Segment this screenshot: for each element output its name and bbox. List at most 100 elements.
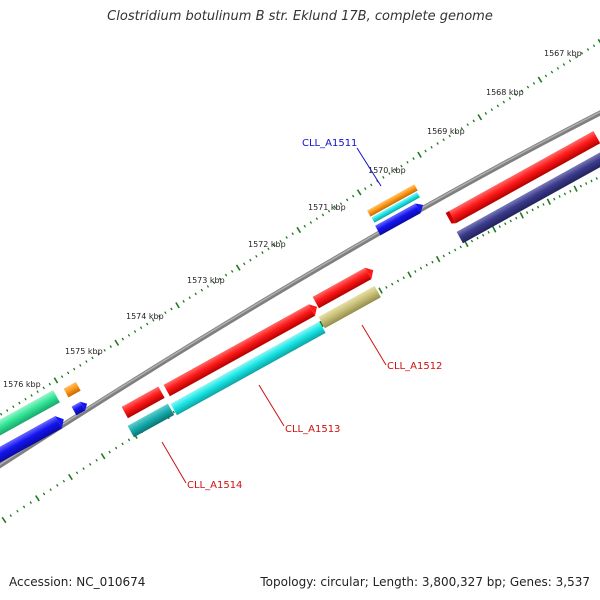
accession-text: Accession: NC_010674 [9, 575, 146, 589]
outer-ring-minor-tick [520, 89, 524, 93]
feature-red-upper-mid[interactable] [312, 265, 377, 309]
outer-ring-minor-tick [544, 74, 548, 78]
inner-ring-minor-tick [585, 182, 588, 185]
leader-cll-a1512 [361, 324, 387, 366]
inner-ring-minor-tick [526, 211, 529, 214]
feature-blue-small[interactable] [71, 399, 90, 416]
outer-ring-minor-tick [285, 236, 288, 239]
outer-ring-minor-tick [230, 269, 234, 273]
inner-ring-minor-tick [42, 492, 46, 496]
inner-ring-minor-tick [531, 208, 534, 212]
outer-ring-minor-tick [580, 51, 584, 55]
inner-ring-minor-tick [590, 179, 593, 183]
outer-ring-minor-tick [18, 401, 21, 405]
outer-ring-minor-tick [526, 85, 530, 89]
inner-ring-minor-tick [579, 184, 582, 188]
outer-ring-minor-tick [91, 356, 94, 360]
outer-ring-minor-tick [0, 412, 3, 416]
outer-ring-minor-tick [532, 81, 536, 85]
genome-summary-text: Topology: circular; Length: 3,800,327 bp… [260, 575, 590, 589]
outer-ring-minor-tick [194, 292, 197, 296]
tick-label-1576: 1576 kbp [3, 380, 41, 389]
outer-ring-minor-tick [158, 315, 161, 318]
outer-ring-minor-tick [182, 300, 185, 303]
leader-cll-a1513 [258, 384, 285, 427]
outer-ring-minor-tick [6, 409, 9, 412]
inner-ring-major-tick [435, 255, 441, 263]
inner-ring-minor-tick [509, 219, 512, 223]
tick-label-1568: 1568 kbp [486, 88, 524, 97]
scale-tick-labels: 1567 kbp 1568 kbp 1569 kbp 1570 kbp 1571… [3, 49, 582, 389]
inner-ring-minor-tick [114, 446, 118, 450]
outer-ring-minor-tick [339, 202, 343, 206]
inner-ring-minor-tick [563, 192, 567, 196]
outer-ring-minor-tick [327, 209, 331, 213]
outer-ring-minor-tick [424, 149, 427, 153]
gene-label-cll-a1512[interactable]: CLL_A1512 [387, 361, 442, 372]
feature-blue-left[interactable] [0, 413, 67, 464]
outer-ring-minor-tick [97, 352, 100, 356]
inner-ring-minor-tick [419, 266, 423, 270]
feature-khaki[interactable] [318, 285, 381, 329]
genome-backbone [0, 110, 600, 469]
outer-ring-major-tick [537, 76, 543, 83]
outer-ring-minor-tick [448, 134, 451, 138]
outer-ring-major-tick [597, 38, 600, 44]
inner-ring-minor-tick [56, 484, 59, 487]
feature-blue-top[interactable] [375, 201, 426, 236]
outer-ring-major-tick [417, 151, 422, 158]
inner-ring-minor-tick [595, 177, 598, 180]
leader-cll-a1514 [161, 441, 187, 484]
outer-ring-minor-tick [388, 172, 391, 175]
outer-ring-minor-tick [267, 247, 270, 251]
feature-red-left[interactable] [121, 386, 165, 419]
outer-ring-minor-tick [170, 307, 173, 311]
outer-ring-minor-tick [333, 206, 337, 209]
feature-red-long[interactable] [163, 301, 321, 397]
outer-ring-minor-tick [212, 281, 216, 285]
feature-cyan-long[interactable] [170, 321, 326, 416]
gene-label-cll-a1511[interactable]: CLL_A1511 [302, 138, 357, 149]
outer-scale-ring [0, 38, 600, 416]
outer-ring-minor-tick [586, 48, 590, 51]
inner-ring-minor-tick [442, 254, 445, 258]
feature-orange-top[interactable] [367, 184, 418, 217]
outer-ring-minor-tick [66, 371, 70, 375]
inner-ring-minor-tick [553, 197, 556, 201]
inner-ring-minor-tick [504, 222, 507, 226]
outer-ring-major-tick [477, 114, 483, 121]
inner-ring-major-tick [492, 226, 497, 233]
gene-label-cll-a1514[interactable]: CLL_A1514 [187, 480, 242, 491]
genome-backbone-highlight [0, 111, 600, 466]
gene-label-cll-a1513[interactable]: CLL_A1513 [285, 424, 340, 435]
feature-orange-small[interactable] [63, 381, 81, 398]
tick-label-1575: 1575 kbp [65, 347, 103, 356]
outer-ring-minor-tick [12, 405, 15, 409]
tick-label-1571: 1571 kbp [308, 203, 346, 212]
inner-ring-minor-tick [22, 505, 26, 509]
inner-ring-minor-tick [542, 203, 545, 206]
outer-ring-major-tick [114, 339, 120, 346]
feature-green-left[interactable] [0, 390, 60, 438]
inner-ring-minor-tick [108, 450, 111, 454]
inner-ring-minor-tick [476, 236, 479, 240]
inner-ring-minor-tick [82, 467, 85, 470]
feature-red-right[interactable] [445, 131, 600, 225]
inner-ring-minor-tick [558, 195, 561, 198]
outer-ring-minor-tick [442, 138, 445, 142]
feature-navy-right[interactable] [456, 151, 600, 244]
outer-ring-minor-tick [502, 100, 506, 104]
inner-ring-minor-tick [414, 270, 417, 273]
outer-ring-minor-tick [127, 333, 131, 337]
feature-teal-left[interactable] [127, 403, 175, 438]
outer-ring-minor-tick [261, 251, 264, 254]
inner-ring-minor-tick [536, 205, 540, 209]
outer-ring-major-tick [175, 302, 180, 309]
outer-ring-minor-tick [103, 348, 106, 352]
inner-ring-major-tick [546, 198, 552, 205]
outer-ring-minor-tick [36, 390, 39, 394]
map-title: Clostridium botulinum B str. Eklund 17B,… [107, 9, 493, 24]
inner-ring-minor-tick [498, 225, 501, 228]
feature-teal-top[interactable] [371, 192, 420, 223]
